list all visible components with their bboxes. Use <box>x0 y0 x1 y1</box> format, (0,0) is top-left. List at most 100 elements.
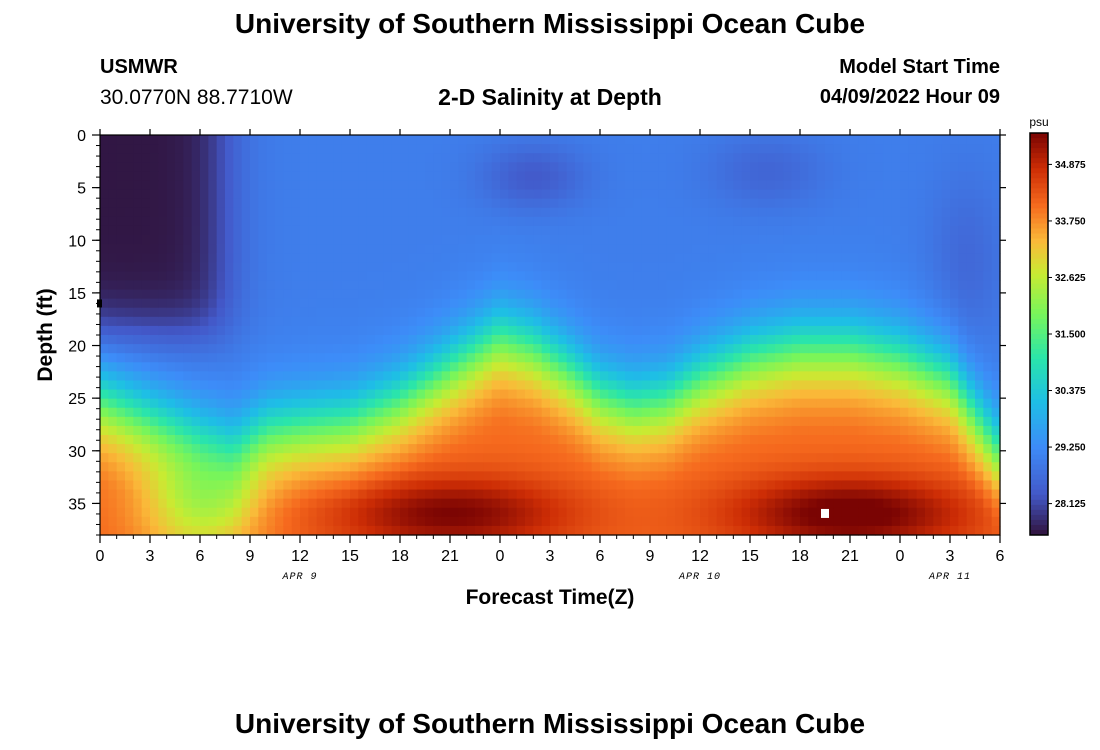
heatmap-cell <box>241 325 251 336</box>
heatmap-cell <box>216 444 226 454</box>
heatmap-cell <box>525 235 534 245</box>
heatmap-cell <box>883 471 893 482</box>
heatmap-cell <box>458 180 468 191</box>
heatmap-cell <box>458 307 468 318</box>
heatmap-cell <box>533 253 543 263</box>
heatmap-cell <box>625 307 634 318</box>
heatmap-cell <box>658 171 668 182</box>
heatmap-cell <box>808 189 818 200</box>
heatmap-cell <box>150 225 159 236</box>
heatmap-cell <box>516 425 526 436</box>
heatmap-cell <box>100 471 109 482</box>
heatmap-cell <box>875 162 884 172</box>
heatmap-cell <box>916 244 926 254</box>
heatmap-cell <box>658 144 668 154</box>
heatmap-cell <box>258 444 268 454</box>
heatmap-cell <box>900 307 909 318</box>
heatmap-cell <box>900 216 909 227</box>
heatmap-cell <box>800 389 809 400</box>
heatmap-cell <box>450 407 459 418</box>
heatmap-cell <box>750 335 759 345</box>
heatmap-cell <box>750 162 759 172</box>
heatmap-cell <box>908 498 918 509</box>
heatmap-cell <box>783 153 793 163</box>
heatmap-cell <box>875 389 884 400</box>
heatmap-cell <box>233 307 243 318</box>
heatmap-cell <box>341 489 351 500</box>
heatmap-cell <box>716 307 726 318</box>
heatmap-cell <box>316 280 326 291</box>
heatmap-cell <box>966 316 976 327</box>
heatmap-cell <box>866 425 876 436</box>
heatmap-cell <box>433 207 443 218</box>
heatmap-cell <box>100 480 109 491</box>
heatmap-cell <box>791 325 801 336</box>
heatmap-cell <box>333 407 343 418</box>
heatmap-cell <box>958 325 968 336</box>
heatmap-cell <box>200 462 209 472</box>
colorbar-unit: psu <box>1029 115 1048 129</box>
heatmap-cell <box>600 144 609 154</box>
heatmap-cell <box>333 271 343 282</box>
heatmap-cell <box>866 198 876 209</box>
heatmap-cell <box>808 489 818 500</box>
heatmap-cell <box>533 389 543 400</box>
heatmap-cell <box>633 416 643 427</box>
heatmap-cell <box>525 489 534 500</box>
heatmap-cell <box>958 398 968 409</box>
heatmap-cell <box>933 453 943 463</box>
heatmap-cell <box>791 171 801 182</box>
heatmap-cell <box>758 353 768 363</box>
heatmap-cell <box>191 444 201 454</box>
heatmap-cell <box>533 353 543 363</box>
heatmap-cell <box>750 298 759 309</box>
heatmap-cell <box>733 362 743 372</box>
heatmap-cell <box>975 335 984 345</box>
heatmap-cell <box>166 425 176 436</box>
heatmap-cell <box>908 207 918 218</box>
heatmap-cell <box>600 135 609 145</box>
heatmap-cell <box>958 425 968 436</box>
heatmap-cell <box>816 344 826 354</box>
heatmap-cell <box>950 307 959 318</box>
heatmap-cell <box>616 225 626 236</box>
heatmap-cell <box>166 171 176 182</box>
heatmap-cell <box>333 335 343 345</box>
heatmap-cell <box>700 498 709 509</box>
heatmap-cell <box>266 198 276 209</box>
heatmap-cell <box>725 325 734 336</box>
heatmap-cell <box>650 280 659 291</box>
heatmap-cell <box>325 498 334 509</box>
heatmap-cell <box>541 389 551 400</box>
heatmap-cell <box>641 135 651 145</box>
heatmap-cell <box>833 371 843 382</box>
heatmap-cell <box>900 280 909 291</box>
heatmap-cell <box>225 435 234 445</box>
heatmap-cell <box>875 453 884 463</box>
heatmap-cell <box>383 398 393 409</box>
x-tick-label: 12 <box>691 548 709 565</box>
heatmap-cell <box>925 216 934 227</box>
heatmap-cell <box>175 362 184 372</box>
heatmap-cell <box>758 289 768 300</box>
heatmap-cell <box>866 498 876 509</box>
heatmap-cell <box>100 344 109 354</box>
heatmap-cell <box>708 371 718 382</box>
colorbar-segment <box>1030 369 1048 375</box>
heatmap-cell <box>108 525 118 536</box>
heatmap-cell <box>850 262 859 272</box>
heatmap-cell <box>891 325 901 336</box>
heatmap-cell <box>266 144 276 154</box>
heatmap-cell <box>666 162 676 172</box>
heatmap-cell <box>575 480 584 491</box>
heatmap-cell <box>200 507 209 518</box>
heatmap-cell <box>650 462 659 472</box>
heatmap-cell <box>341 325 351 336</box>
heatmap-cell <box>333 216 343 227</box>
heatmap-cell <box>966 216 976 227</box>
heatmap-cell <box>841 153 851 163</box>
heatmap-cell <box>475 198 484 209</box>
heatmap-cell <box>350 162 359 172</box>
heatmap-cell <box>358 316 368 327</box>
heatmap-cell <box>325 398 334 409</box>
